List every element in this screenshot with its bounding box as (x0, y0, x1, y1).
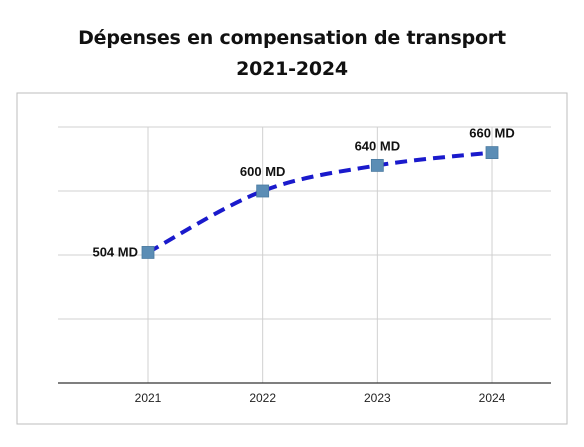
x-axis: 2021 2022 2023 2024 (58, 382, 551, 405)
data-point-marker (256, 184, 270, 198)
x-tick-label: 2021 (135, 391, 162, 405)
data-label: 600 MD (240, 164, 286, 179)
x-tick-label: 2022 (249, 391, 276, 405)
series-line (147, 150, 493, 255)
data-label: 660 MD (469, 126, 515, 141)
data-labels: 504 MD 600 MD 640 MD 660 MD (92, 126, 514, 260)
data-label: 640 MD (355, 138, 401, 153)
x-tick-label: 2023 (364, 391, 391, 405)
data-label: 504 MD (92, 244, 138, 259)
data-point-marker (141, 246, 155, 259)
data-point-marker (370, 158, 384, 172)
chart-frame (16, 92, 568, 425)
chart-subtitle: 2021-2024 (236, 58, 348, 80)
data-point-marker (485, 146, 499, 160)
x-tick-label: 2024 (479, 391, 506, 405)
chart-title: Dépenses en compensation de transport (78, 27, 506, 49)
series-layer (141, 146, 499, 259)
